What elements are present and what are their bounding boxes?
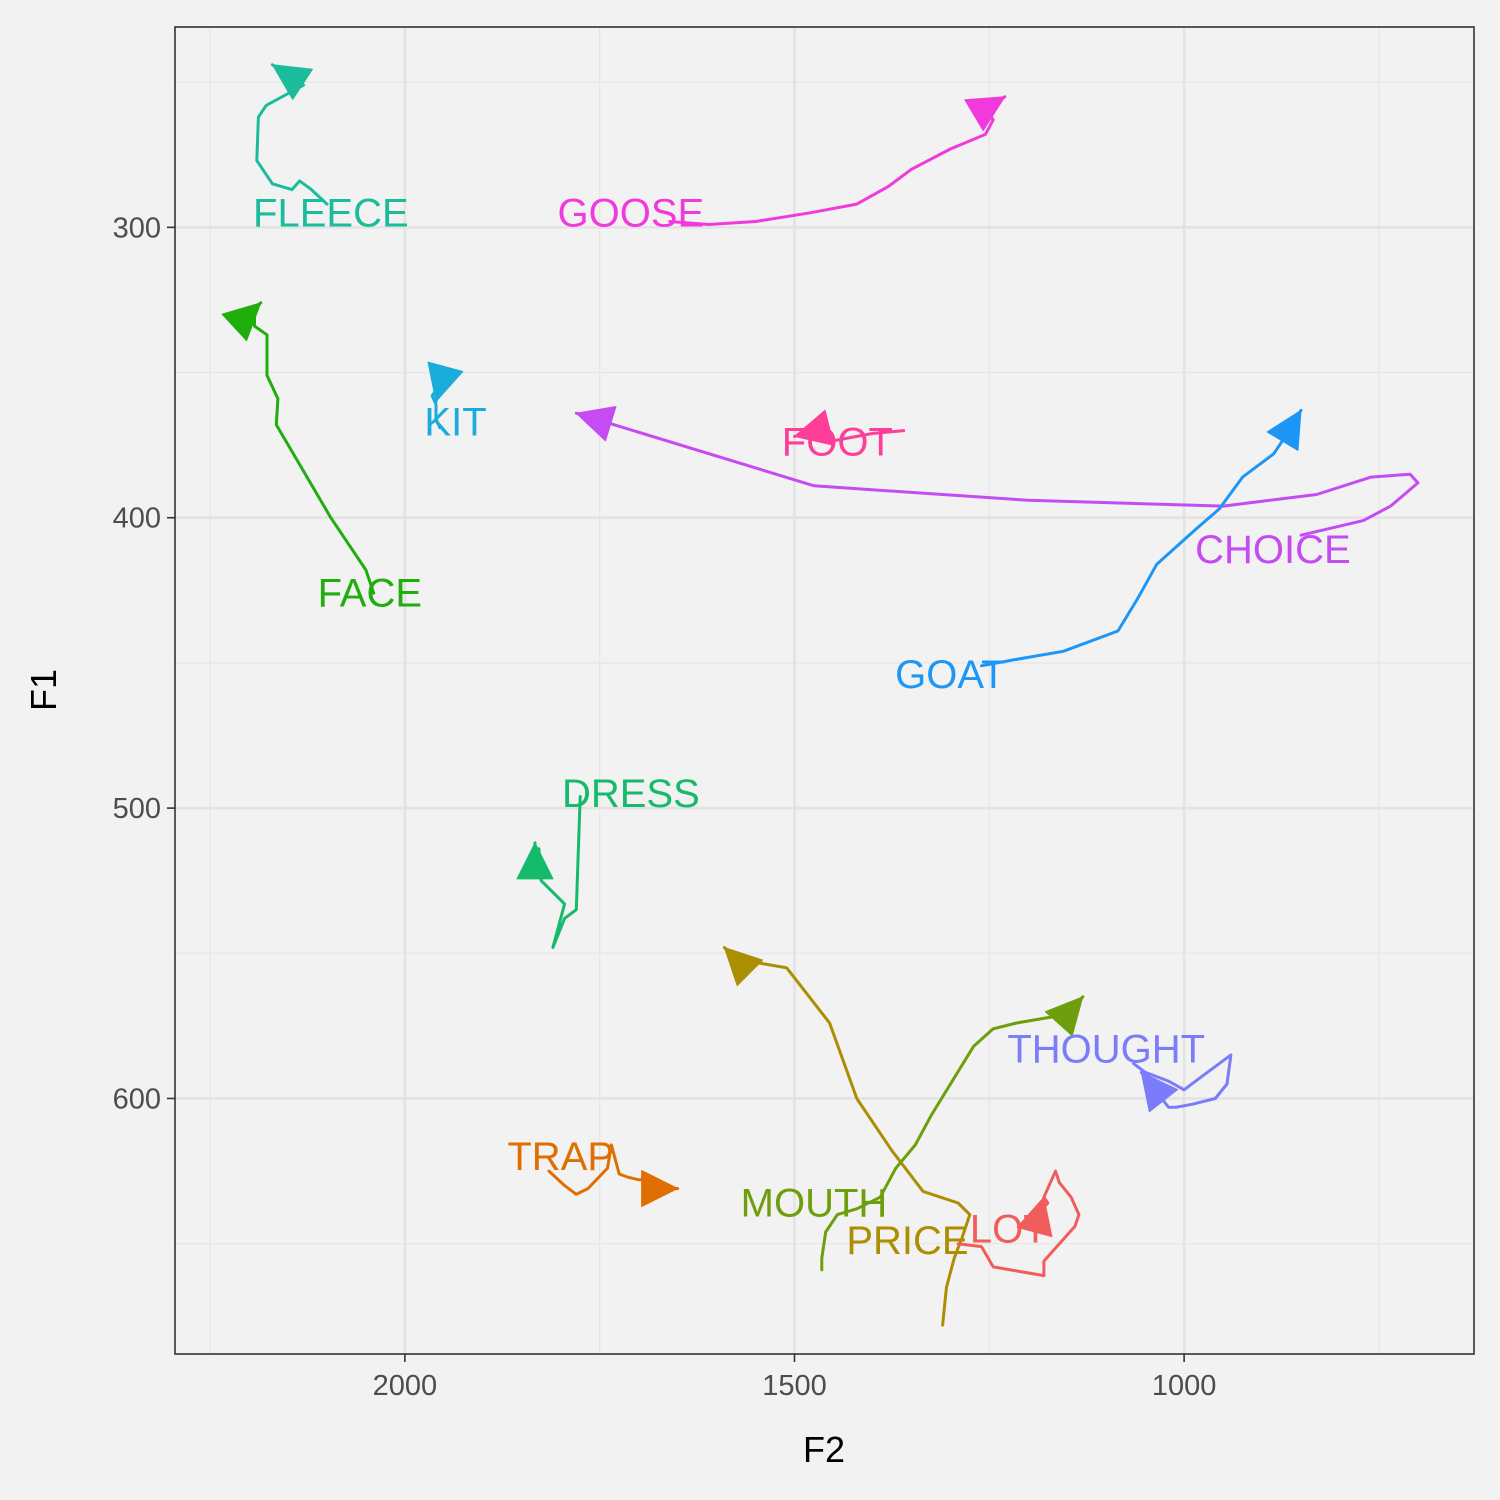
x-tick-label: 2000 [373, 1370, 438, 1402]
vowel-label-kit: KIT [424, 400, 486, 444]
x-tick-label: 1500 [762, 1370, 827, 1402]
x-axis-ticks: 2000 1500 1000 [373, 1354, 1217, 1402]
y-tick-label: 400 [113, 503, 161, 535]
major-gridlines [175, 27, 1474, 1354]
vowel-label-face: FACE [318, 572, 422, 616]
x-axis-title: F2 [803, 1429, 845, 1470]
arrowhead-thought [1140, 1071, 1179, 1113]
y-tick-label: 300 [113, 212, 161, 244]
minor-gridlines [175, 27, 1474, 1354]
arrowhead-trap [641, 1170, 679, 1207]
vowel-label-fleece: FLEECE [253, 191, 409, 235]
arrowhead-face [221, 302, 262, 342]
plot-border [174, 26, 1475, 1355]
vowel-label-dress: DRESS [562, 772, 700, 816]
trajectory-choice [574, 411, 1420, 537]
arrowhead-mouth [1044, 996, 1084, 1037]
y-tick-label: 600 [113, 1083, 161, 1115]
vowel-label-lot: LOT [970, 1208, 1048, 1252]
arrowhead-fleece [271, 64, 313, 100]
vowel-label-foot: FOOT [782, 421, 893, 465]
x-tick-label: 1000 [1152, 1370, 1217, 1402]
vowel-labels: FLEECE GOOSE FACE KIT CHOICE FOOT GOAT DRESS PRI… [253, 191, 1351, 1263]
y-tick-label: 500 [113, 793, 161, 825]
trajectories [221, 63, 1420, 1327]
y-axis-ticks: 300 400 500 600 [113, 212, 175, 1115]
vowel-label-thought: THOUGHT [1007, 1028, 1205, 1072]
arrowhead-lot [1016, 1196, 1053, 1238]
trajectory-mouth [820, 995, 1085, 1272]
trajectory-thought [1132, 1053, 1233, 1109]
vowel-label-goose: GOOSE [558, 191, 705, 235]
trajectory-fleece [255, 63, 329, 206]
trajectory-price [722, 946, 972, 1327]
vowel-label-choice: CHOICE [1195, 528, 1351, 572]
arrowhead-choice [575, 406, 617, 442]
arrowhead-foot [794, 409, 835, 446]
trajectory-lot [956, 1169, 1081, 1278]
vowel-label-mouth: MOUTH [741, 1181, 888, 1225]
arrowhead-goose [964, 96, 1006, 132]
trajectory-goat [980, 408, 1303, 668]
arrowhead-kit [427, 361, 464, 403]
arrowhead-price [723, 947, 764, 987]
arrowhead-goat [1266, 409, 1302, 451]
plot-panel [175, 27, 1474, 1354]
y-axis-title: F1 [23, 669, 64, 711]
vowel-label-goat: GOAT [895, 653, 1005, 697]
vowel-label-trap: TRAP [507, 1135, 614, 1179]
vowel-label-price: PRICE [846, 1219, 968, 1263]
arrowhead-dress [516, 842, 554, 880]
trajectory-goose [668, 95, 1007, 226]
